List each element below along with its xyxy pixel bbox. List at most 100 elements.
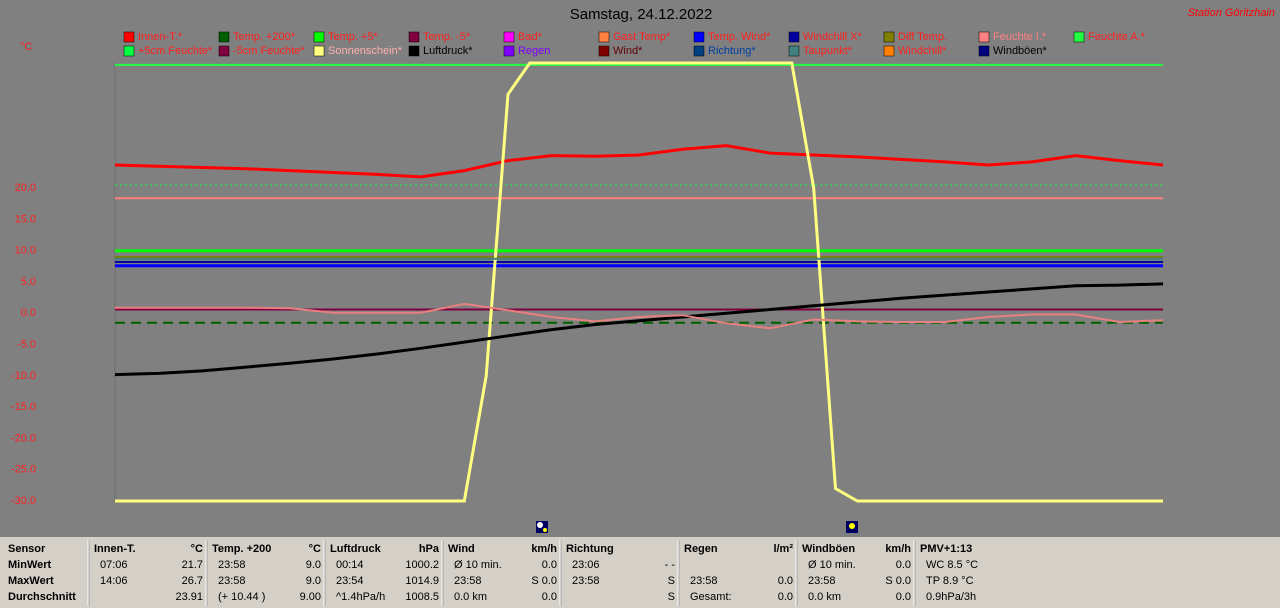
cell: 0.0 km bbox=[454, 591, 487, 603]
cell: 23:58 bbox=[572, 575, 600, 587]
cell: 1000.2 bbox=[405, 559, 439, 571]
legend-swatch bbox=[883, 31, 895, 43]
chart-title: Samstag, 24.12.2022 bbox=[570, 6, 713, 23]
y-tick-label: 0.0 bbox=[21, 307, 36, 319]
legend-label: Sonnenschein* bbox=[328, 45, 403, 57]
series-line bbox=[115, 302, 1164, 330]
cell: 23:58 bbox=[218, 559, 246, 571]
cell: TP 8.9 °C bbox=[926, 575, 974, 587]
table-bg bbox=[0, 537, 1280, 608]
row-label: Sensor bbox=[8, 543, 46, 555]
station: Station Göritzhain bbox=[1188, 7, 1275, 19]
cell: 0.0 bbox=[896, 591, 911, 603]
cell: - - bbox=[665, 559, 676, 571]
legend-label: -5cm Feuchte* bbox=[233, 45, 305, 57]
cell: Ø 10 min. bbox=[808, 559, 856, 571]
sun-icon bbox=[536, 521, 548, 533]
series-line bbox=[114, 144, 1164, 179]
y-tick-label: -20.0 bbox=[11, 432, 36, 444]
legend-label: Gast Temp* bbox=[613, 31, 671, 43]
cell: S bbox=[668, 591, 675, 603]
col-header: Luftdruck bbox=[330, 543, 382, 555]
cell: 23:58 bbox=[454, 575, 482, 587]
col-header: Temp. +200 bbox=[212, 543, 271, 555]
cell: 21.7 bbox=[182, 559, 203, 571]
legend-swatch bbox=[503, 31, 515, 43]
cell: 0.0 bbox=[542, 591, 557, 603]
cell: 0.9hPa/3h bbox=[926, 591, 976, 603]
legend-label: Feuchte I.* bbox=[993, 31, 1047, 43]
series-line bbox=[115, 61, 1163, 503]
cell: 1008.5 bbox=[405, 591, 439, 603]
cell: S 0.0 bbox=[885, 575, 911, 587]
y-tick-label: 5.0 bbox=[21, 276, 36, 288]
chart-bg bbox=[0, 0, 1280, 537]
cell: 0.0 bbox=[542, 559, 557, 571]
legend-swatch bbox=[408, 31, 420, 43]
cell: 0.0 bbox=[778, 575, 793, 587]
legend-swatch bbox=[218, 45, 230, 57]
cell: 0.0 bbox=[778, 591, 793, 603]
legend-swatch bbox=[693, 31, 705, 43]
legend-label: Taupunkt* bbox=[803, 45, 853, 57]
cell: 1014.9 bbox=[405, 575, 439, 587]
y-tick-label: -5.0 bbox=[17, 338, 36, 350]
legend-label: Innen-T.* bbox=[138, 31, 183, 43]
cell: 0.0 bbox=[896, 559, 911, 571]
legend-swatch bbox=[788, 31, 800, 43]
legend-swatch bbox=[788, 45, 800, 57]
y-tick-label: -15.0 bbox=[11, 401, 36, 413]
legend-swatch bbox=[1073, 31, 1085, 43]
col-header: Wind bbox=[448, 543, 475, 555]
cell: Ø 10 min. bbox=[454, 559, 502, 571]
y-tick-label: 20.0 bbox=[15, 182, 36, 194]
cell: 23:58 bbox=[808, 575, 836, 587]
legend-swatch bbox=[978, 31, 990, 43]
cell: S bbox=[668, 575, 675, 587]
col-header: Innen-T. bbox=[94, 543, 136, 555]
cell: 23:06 bbox=[572, 559, 600, 571]
legend-swatch bbox=[503, 45, 515, 57]
legend-label: Windchill* bbox=[898, 45, 947, 57]
legend-swatch bbox=[313, 45, 325, 57]
cell: 14:06 bbox=[100, 575, 128, 587]
cell: Gesamt: bbox=[690, 591, 732, 603]
legend-swatch bbox=[313, 31, 325, 43]
legend-label: Bad* bbox=[518, 31, 543, 43]
legend-swatch bbox=[598, 45, 610, 57]
y-tick-label: -10.0 bbox=[11, 370, 36, 382]
cell: ^1.4hPa/h bbox=[336, 591, 385, 603]
row-label: Durchschnitt bbox=[8, 591, 76, 603]
legend-label: Luftdruck* bbox=[423, 45, 473, 57]
legend-swatch bbox=[218, 31, 230, 43]
y-tick-label: 10.0 bbox=[15, 245, 36, 257]
cell: 26.7 bbox=[182, 575, 203, 587]
cell: 23:58 bbox=[218, 575, 246, 587]
legend-label: Temp. +200* bbox=[233, 31, 296, 43]
legend-swatch bbox=[408, 45, 420, 57]
legend-label: Wind* bbox=[613, 45, 643, 57]
series-line bbox=[114, 282, 1164, 377]
legend-label: Temp. Wind* bbox=[708, 31, 771, 43]
col-unit: hPa bbox=[419, 543, 440, 555]
cell: (+ 10.44 ) bbox=[218, 591, 265, 603]
cell: 9.0 bbox=[306, 559, 321, 571]
col-unit: km/h bbox=[531, 543, 557, 555]
col-unit: °C bbox=[191, 543, 203, 555]
cell: 23.91 bbox=[175, 591, 203, 603]
y-unit: °C bbox=[20, 41, 32, 53]
col-unit: l/m² bbox=[773, 543, 793, 555]
col-header: PMV+1:13 bbox=[920, 543, 972, 555]
cell: WC 8.5 °C bbox=[926, 559, 978, 571]
legend-swatch bbox=[883, 45, 895, 57]
cell: 23:54 bbox=[336, 575, 364, 587]
legend-swatch bbox=[123, 31, 135, 43]
row-label: MinWert bbox=[8, 559, 52, 571]
cell: 9.0 bbox=[306, 575, 321, 587]
row-label: MaxWert bbox=[8, 575, 54, 587]
sun-icon bbox=[846, 521, 858, 533]
cell: 07:06 bbox=[100, 559, 128, 571]
legend-label: Temp. +5* bbox=[328, 31, 379, 43]
